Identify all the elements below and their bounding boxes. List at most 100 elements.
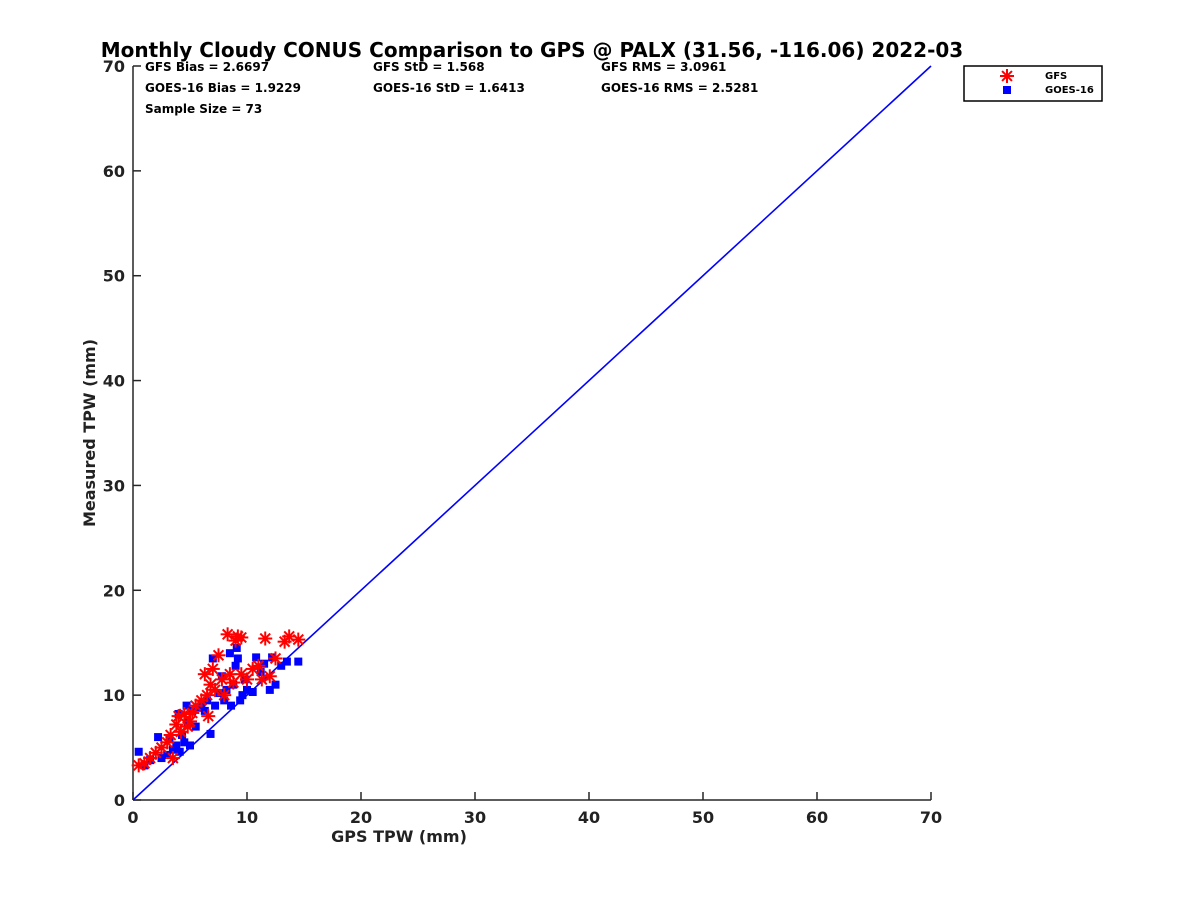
x-axis-label: GPS TPW (mm) (331, 827, 467, 846)
asterisk-stroke (199, 668, 211, 680)
legend-label: GFS (1045, 71, 1067, 82)
goes16-point (236, 696, 245, 705)
gfs-point (200, 688, 215, 703)
asterisk-stroke (264, 670, 276, 682)
goes16-point (231, 661, 240, 670)
goes16-point (277, 661, 286, 670)
asterisk-stroke (170, 718, 182, 731)
asterisk-stroke (218, 689, 230, 701)
gfs-point (258, 631, 273, 646)
goes16-point (227, 701, 236, 710)
y-tick-label: 0 (114, 791, 125, 810)
gfs-point (262, 669, 277, 684)
x-tick-label: 40 (578, 808, 600, 827)
data-series (131, 627, 306, 773)
goes16-point (154, 733, 163, 742)
goes16-point (233, 654, 242, 663)
goes16-point (222, 685, 231, 694)
stat-text: Sample Size = 73 (145, 102, 262, 116)
x-tick-label: 0 (127, 808, 138, 827)
legend-gfs-marker (1000, 69, 1014, 83)
legend-box (963, 65, 1103, 102)
goes16-point (268, 653, 277, 662)
x-tick-label: 50 (692, 808, 714, 827)
stat-text: GFS Bias = 2.6697 (145, 60, 269, 74)
gfs-point (251, 658, 266, 673)
legend-goes16-marker (1003, 86, 1011, 94)
asterisk-stroke (212, 649, 225, 661)
asterisk-stroke (252, 660, 265, 672)
goes16-point (175, 747, 184, 756)
gfs-point (131, 758, 146, 773)
goes16-point (182, 701, 191, 710)
asterisk-stroke (235, 668, 247, 680)
gfs-point (291, 632, 306, 647)
goes16-point (180, 738, 189, 747)
goes16-point (256, 668, 265, 677)
goes16-point (265, 685, 274, 694)
series-gfs (131, 627, 306, 773)
goes16-point (172, 741, 181, 750)
stat-text: GFS RMS = 3.0961 (601, 60, 726, 74)
goes16-point (206, 729, 215, 738)
legend-label: GOES-16 (1045, 85, 1094, 96)
gfs-point (165, 751, 180, 766)
stat-text: GFS StD = 1.568 (373, 60, 485, 74)
x-tick-label: 20 (350, 808, 372, 827)
asterisk-stroke (259, 632, 271, 645)
goes16-point (260, 659, 269, 668)
legend: GFS GOES-16 (963, 65, 1103, 102)
x-tick-label: 10 (236, 808, 258, 827)
goes16-point (134, 747, 143, 756)
asterisk-stroke (269, 652, 282, 665)
statistics-annotations: GFS Bias = 2.6697 GFS StD = 1.568 GFS RMS … (145, 60, 758, 116)
y-tick-label: 20 (103, 581, 125, 600)
asterisk-stroke (167, 752, 179, 764)
goes16-point (232, 643, 241, 652)
goes16-point (191, 722, 200, 731)
asterisk-stroke (209, 684, 221, 696)
y-tick-label: 40 (103, 372, 125, 391)
goes16-point (163, 750, 172, 759)
asterisk-stroke (178, 708, 190, 720)
goes16-point (271, 680, 280, 689)
gfs-point (240, 672, 254, 687)
y-tick-label: 50 (103, 267, 125, 286)
gfs-point (214, 672, 229, 687)
x-tick-label: 30 (464, 808, 486, 827)
goes16-point (248, 687, 257, 696)
goes16-point (200, 706, 209, 715)
y-tick-label: 30 (103, 476, 125, 495)
goes16-point (282, 657, 291, 666)
goes16-point (178, 730, 187, 739)
asterisk-stroke (283, 630, 295, 643)
gfs-point (169, 717, 184, 732)
goes16-point (168, 745, 177, 754)
goes16-point (294, 657, 303, 666)
gfs-point (205, 661, 220, 676)
gfs-point (268, 651, 283, 666)
y-tick-label: 60 (103, 162, 125, 181)
gfs-point (197, 667, 212, 682)
gfs-point (201, 709, 216, 724)
goes16-point (225, 649, 234, 658)
asterisk-stroke (241, 673, 253, 686)
gfs-point (217, 688, 232, 703)
goes16-point (211, 701, 220, 710)
gfs-point (211, 648, 226, 663)
goes16-point (157, 754, 166, 763)
gfs-point (220, 627, 235, 642)
stat-text: GOES-16 Bias = 1.9229 (145, 81, 301, 95)
axes: 0 10 20 30 40 50 60 70 0 10 20 30 40 50 60 70 GPS TPW (m… (80, 57, 942, 846)
reference-line-group (132, 65, 932, 801)
asterisk-stroke (202, 710, 214, 722)
reference-line (132, 65, 932, 801)
asterisk-stroke (235, 631, 247, 644)
asterisk-stroke (201, 689, 213, 701)
asterisk-stroke (221, 628, 234, 640)
y-tick-label: 10 (103, 686, 125, 705)
goes16-point (186, 741, 194, 750)
gfs-point (234, 630, 249, 645)
gfs-point (183, 714, 197, 729)
asterisk-stroke (216, 673, 228, 686)
